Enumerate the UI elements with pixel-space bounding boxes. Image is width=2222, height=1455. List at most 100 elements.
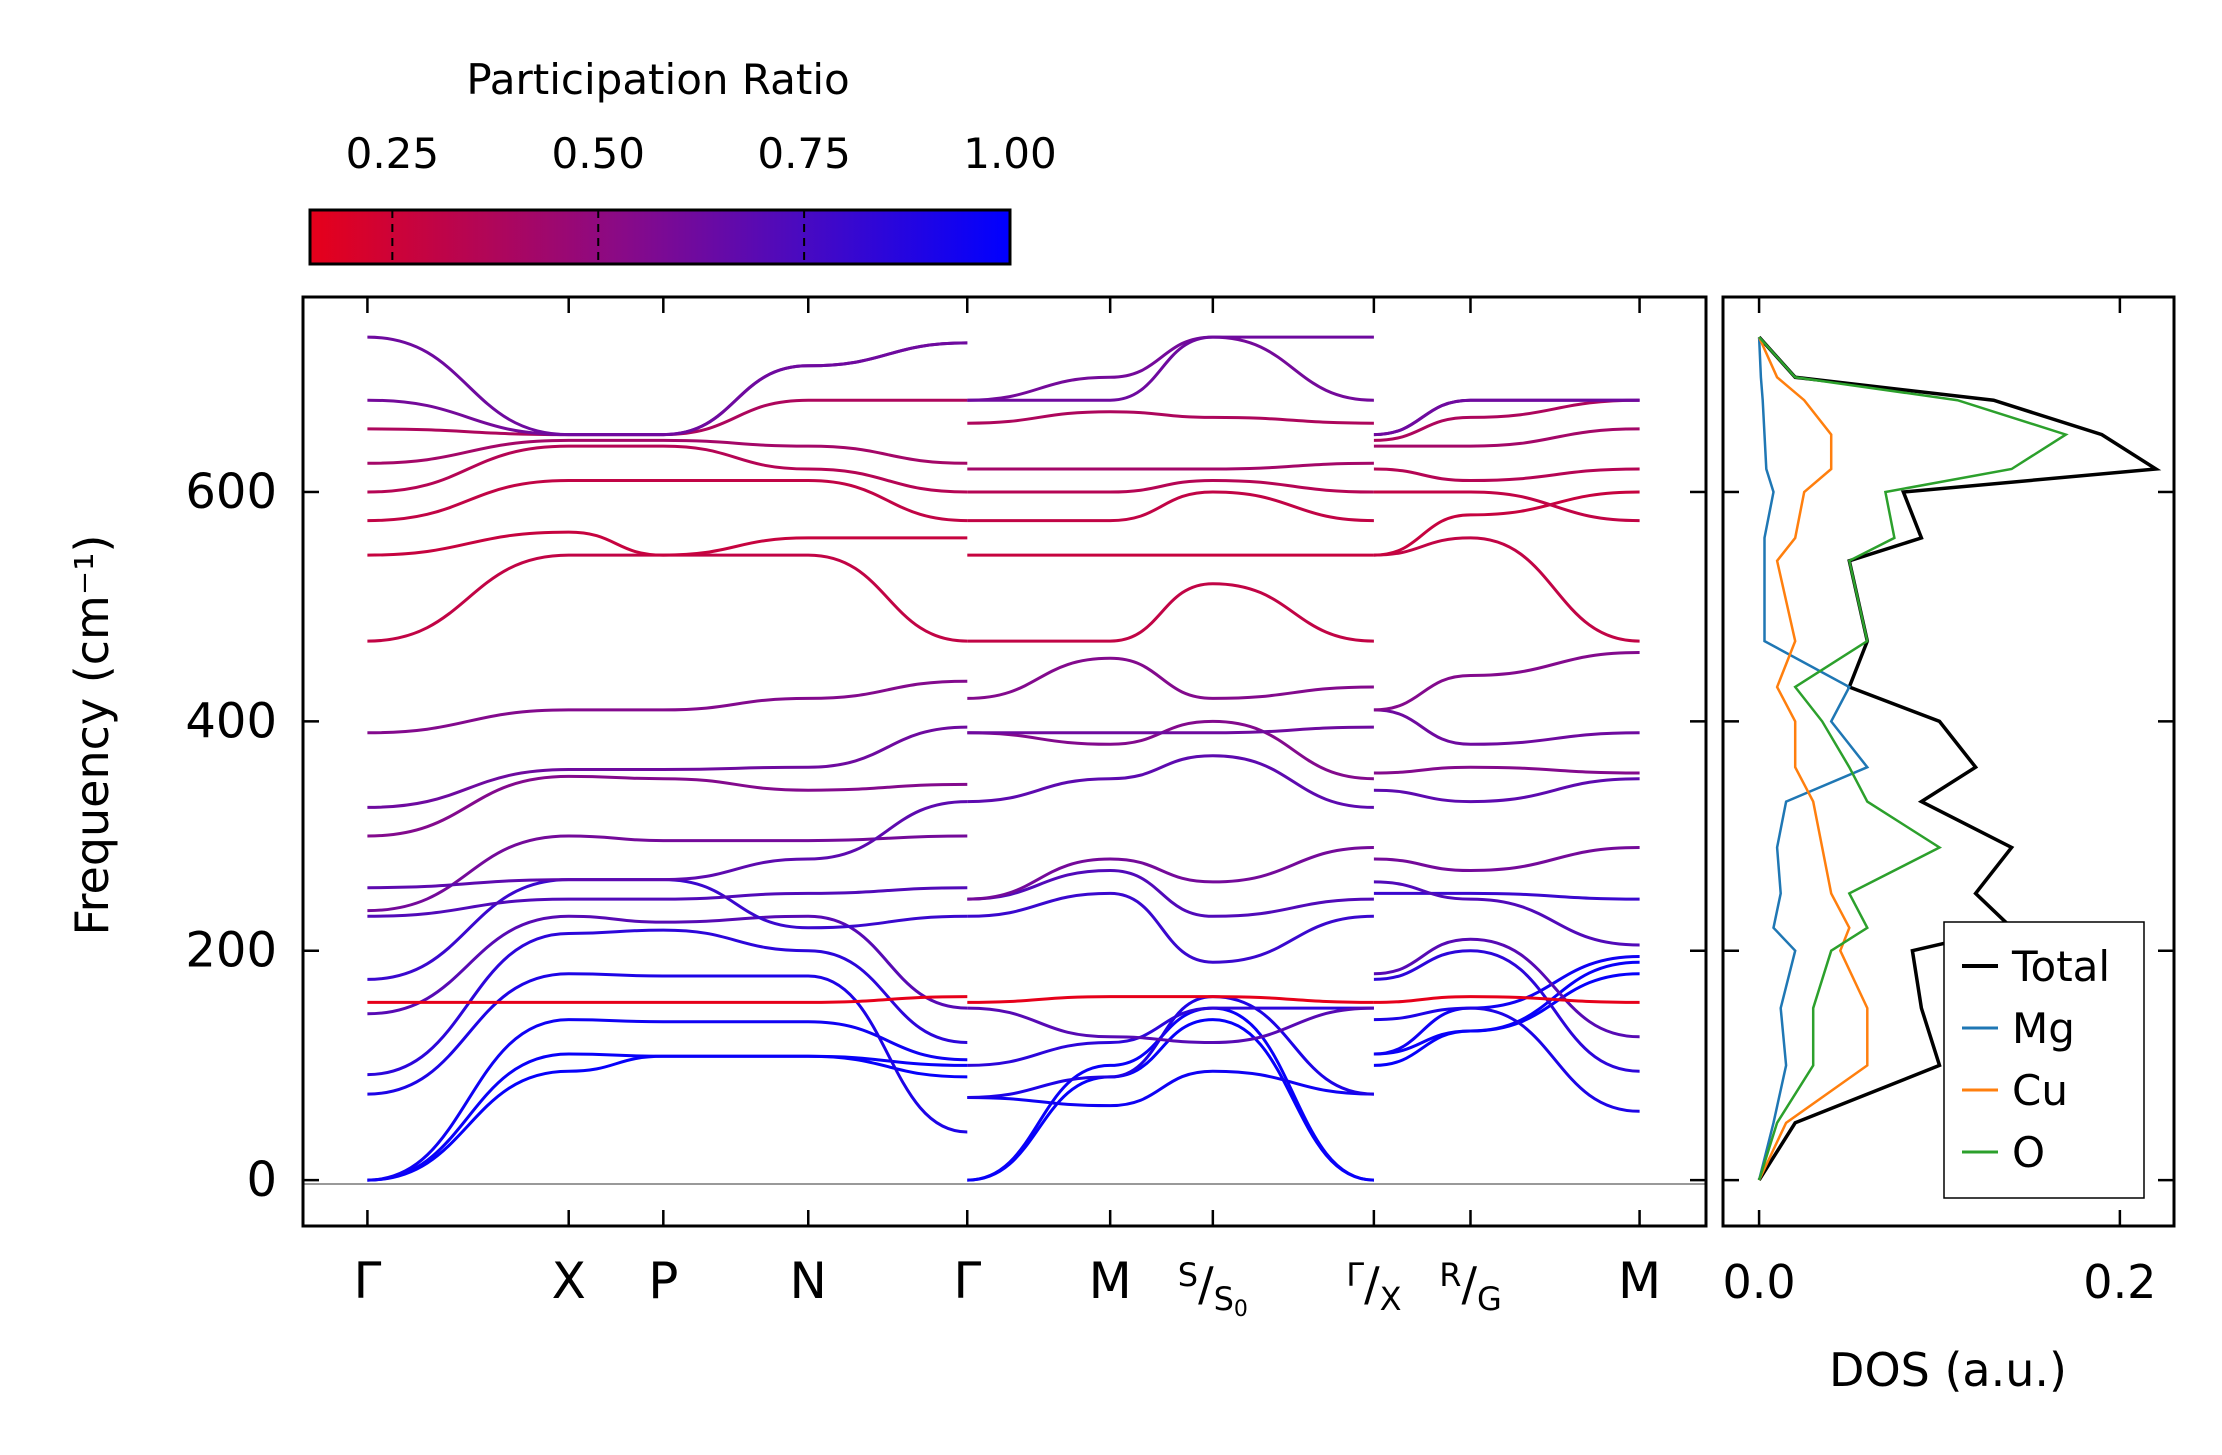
band-branch — [1373, 846, 1640, 873]
band-branch — [1373, 651, 1640, 712]
dos-series-o — [1757, 336, 2069, 1181]
band-branch — [967, 1006, 1374, 1182]
band-branch — [967, 656, 1374, 700]
band-branch — [1373, 398, 1640, 437]
colorbar-tick-label: 0.75 — [757, 129, 851, 178]
band-path-labels: Γ X P N Γ M S/S0 Γ/X R/G M — [353, 1252, 1661, 1322]
colorbar-tick-label: 1.00 — [963, 129, 1057, 178]
path-label: Γ/X — [1346, 1256, 1401, 1318]
band-branch — [1373, 972, 1640, 1067]
band-branch — [1373, 467, 1640, 483]
band-branch — [367, 1018, 968, 1182]
path-label: S/S0 — [1178, 1256, 1248, 1322]
band-branch — [967, 725, 1374, 735]
dos-ticks: 0.0 0.2 — [1723, 297, 2156, 1309]
band-branch — [967, 891, 1374, 964]
band-branch — [367, 398, 968, 437]
band-branch — [967, 1006, 1374, 1045]
dos-x-axis-label: DOS (a.u.) — [1829, 1343, 2067, 1397]
band-branch — [367, 914, 968, 1016]
band-branch — [367, 679, 968, 735]
legend-entries: Total Mg Cu O — [1962, 942, 2110, 1177]
band-branch — [1373, 937, 1640, 1039]
band-branch — [367, 478, 968, 523]
path-label: Γ — [953, 1252, 981, 1310]
band-branch — [367, 725, 968, 809]
y-tick-label: 400 — [185, 693, 277, 749]
path-label: M — [1618, 1252, 1661, 1310]
band-branch — [967, 410, 1374, 425]
band-branch — [367, 972, 968, 1134]
path-label: R/G — [1439, 1256, 1502, 1318]
band-branch — [1373, 427, 1640, 448]
band-path-ticks — [366, 297, 1641, 1226]
band-branch — [1373, 880, 1640, 947]
band-branch — [367, 1052, 968, 1182]
legend-label-mg: Mg — [2012, 1004, 2075, 1053]
path-label: N — [790, 1252, 827, 1310]
band-branch — [367, 886, 968, 918]
dos-panel: 0.0 0.2 DOS (a.u.) Total Mg Cu O — [1721, 295, 2176, 1397]
y-tick-label: 600 — [185, 464, 277, 520]
dos-legend: Total Mg Cu O — [1943, 921, 2145, 1199]
band-branch — [967, 846, 1374, 901]
band-branch — [367, 530, 968, 557]
band-branch — [967, 868, 1374, 918]
band-branch — [967, 478, 1374, 494]
path-label: M — [1089, 1252, 1132, 1310]
band-branch — [967, 1006, 1374, 1067]
path-label: X — [552, 1252, 586, 1310]
dos-x-tick-label: 0.2 — [2083, 1255, 2156, 1309]
dos-series-cu — [1757, 336, 1869, 1181]
colorbar-gradient — [308, 208, 1012, 266]
band-branch — [367, 335, 968, 437]
legend-label-o: O — [2012, 1128, 2045, 1177]
colorbar-ticks — [391, 210, 806, 264]
band-branch — [1373, 1006, 1640, 1113]
band-branch — [967, 1069, 1374, 1108]
band-branch — [1373, 708, 1640, 746]
band-branch — [1373, 995, 1640, 1004]
band-branch — [367, 995, 968, 1004]
dos-series-total — [1757, 335, 2162, 1182]
band-branch — [1373, 536, 1640, 643]
band-structure-panel: 0 200 400 600 Γ X P N Γ M S/S0 Γ/X R/G M Frequency (… — [65, 295, 2174, 1322]
band-branch — [367, 774, 968, 838]
band-branch — [1373, 949, 1640, 1073]
band-branch — [1373, 765, 1640, 775]
band-branch — [967, 719, 1374, 781]
band-branch — [367, 834, 968, 913]
colorbar-tick-label: 0.50 — [551, 129, 645, 178]
colorbar-title: Participation Ratio — [466, 55, 849, 104]
band-branch — [967, 754, 1374, 809]
band-branch — [967, 995, 1374, 1004]
band-axes-frame — [301, 295, 1708, 1228]
band-branch — [367, 438, 968, 465]
band-branch — [1373, 777, 1640, 804]
band-branch — [367, 928, 968, 1077]
legend-label-cu: Cu — [2012, 1066, 2068, 1115]
colorbar-tick-label: 0.25 — [346, 129, 440, 178]
band-branch — [1373, 490, 1640, 523]
path-label: P — [648, 1252, 678, 1310]
y-axis-label: Frequency (cm⁻¹) — [65, 535, 119, 936]
dos-lines — [1757, 335, 2162, 1182]
path-label: Γ — [353, 1252, 381, 1310]
band-branch — [367, 444, 968, 494]
band-lines — [367, 335, 1640, 1182]
band-branch — [967, 582, 1374, 643]
band-branch — [1373, 891, 1640, 901]
band-branch — [967, 995, 1374, 1099]
band-branch — [367, 800, 968, 890]
y-tick-label: 200 — [185, 923, 277, 979]
band-branch — [1373, 490, 1640, 557]
dos-axes-frame — [1721, 295, 2176, 1228]
band-branch — [367, 553, 968, 643]
band-branch — [967, 335, 1374, 402]
band-branch — [1373, 960, 1640, 1056]
band-branch — [967, 335, 1374, 402]
band-branch — [1373, 398, 1640, 442]
colorbar: Participation Ratio 0.25 0.50 0.75 1.00 — [308, 55, 1057, 266]
y-tick-label: 0 — [246, 1152, 277, 1208]
